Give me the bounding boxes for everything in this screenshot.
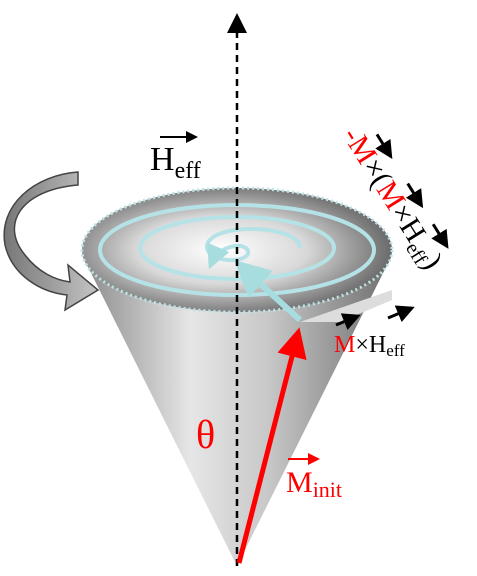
label-subscript: init xyxy=(313,477,342,502)
vector-arrow xyxy=(405,182,424,209)
label-part: eff xyxy=(386,341,405,360)
label-part: × xyxy=(355,332,369,358)
vector-arrow xyxy=(335,313,361,331)
vector-arrow xyxy=(431,223,449,249)
label-subscript: eff xyxy=(175,158,201,184)
tangent-plane xyxy=(300,290,392,322)
label-symbol: M xyxy=(286,466,313,499)
precession-label: M×Heff xyxy=(334,332,405,360)
field-label: Heff xyxy=(150,141,201,184)
label-symbol: H xyxy=(150,141,175,178)
vector-arrow xyxy=(375,133,393,159)
cone xyxy=(82,255,392,566)
initial-label: Minit xyxy=(286,466,342,502)
vector-arrow xyxy=(387,305,415,323)
rotation-arrow xyxy=(3,171,100,312)
magnetization-vector xyxy=(236,327,307,564)
angle-label: θ xyxy=(196,412,215,457)
label-part: H xyxy=(369,332,386,358)
label-part: M xyxy=(334,332,355,358)
damping-arrow xyxy=(234,259,303,323)
